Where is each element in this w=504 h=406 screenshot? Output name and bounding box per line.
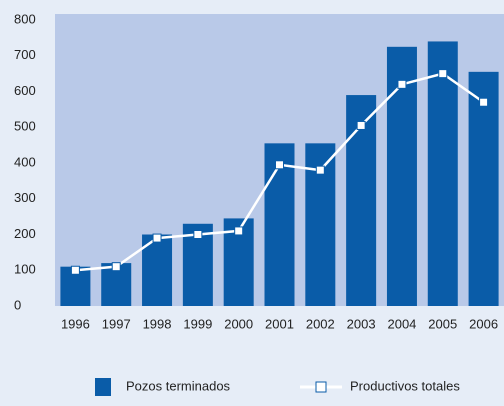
legend-label: Productivos totales (350, 378, 460, 393)
bar (346, 95, 377, 306)
y-tick-label: 100 (14, 262, 36, 277)
y-tick-label: 300 (14, 190, 36, 205)
marker (275, 160, 284, 170)
y-tick-label: 800 (14, 11, 36, 26)
marker (193, 230, 203, 239)
y-tick-label: 700 (14, 47, 36, 62)
marker (356, 120, 366, 130)
y-tick-label: 400 (14, 154, 36, 169)
x-tick-label: 2005 (428, 316, 457, 331)
marker (111, 262, 121, 272)
x-tick-label: 2006 (469, 316, 498, 331)
bar (468, 71, 499, 307)
x-tick-label: 1998 (143, 316, 172, 331)
marker (234, 226, 244, 236)
x-tick-label: 1997 (102, 316, 131, 331)
x-tick-label: 2000 (224, 316, 253, 331)
bar (427, 41, 458, 306)
x-tick-label: 2002 (306, 316, 335, 331)
y-tick-label: 600 (14, 83, 36, 98)
y-tick-label: 200 (14, 226, 36, 241)
x-tick-label: 1996 (61, 316, 90, 331)
x-tick-label: 2004 (387, 316, 416, 331)
marker (438, 69, 448, 79)
bar (264, 143, 295, 306)
legend-label: Pozos terminados (126, 378, 231, 393)
marker (397, 79, 407, 89)
legend-swatch (95, 378, 111, 396)
x-tick-label: 2001 (265, 316, 294, 331)
marker (70, 265, 80, 275)
y-tick-label: 0 (14, 297, 21, 312)
marker (479, 97, 489, 107)
x-tick-label: 2003 (347, 316, 376, 331)
x-tick-label: 1999 (183, 316, 212, 331)
marker (315, 165, 325, 175)
y-tick-label: 500 (14, 119, 36, 134)
marker (152, 233, 162, 243)
bar (386, 46, 417, 306)
legend-marker (315, 381, 327, 393)
